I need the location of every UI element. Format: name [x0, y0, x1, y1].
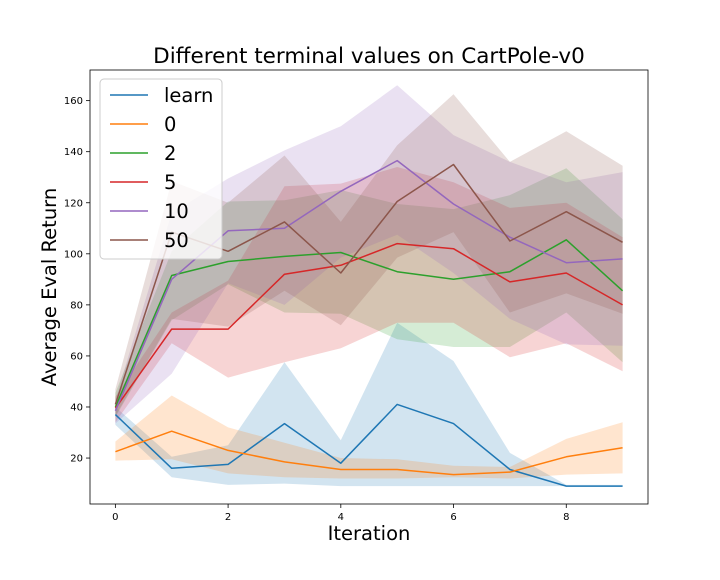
legend-label-0: 0 [164, 113, 176, 136]
legend-label-5: 5 [164, 171, 176, 194]
legend-label-learn: learn [164, 84, 213, 107]
series-line-5 [114, 242, 623, 409]
legend-label-2: 2 [164, 142, 176, 165]
y-axis-ticks: 20 40 60 80 100 120 140 160 [64, 96, 90, 465]
legend-label-10: 10 [164, 200, 189, 223]
band-10 [115, 85, 623, 424]
series-line-0 [115, 430, 623, 476]
y-tick-label: 120 [64, 198, 83, 209]
x-tick-label: 8 [563, 512, 569, 523]
y-tick-label: 160 [64, 96, 83, 107]
band-learn [115, 322, 623, 487]
y-tick-label: 40 [70, 402, 83, 413]
y-axis-label: Average Eval Return [38, 188, 61, 386]
x-tick-label: 6 [450, 512, 456, 523]
band-0 [115, 395, 623, 479]
x-tick-label: 4 [338, 512, 344, 523]
y-tick-label: 20 [70, 454, 83, 465]
plot-frame [89, 69, 649, 505]
y-tick-label: 140 [64, 147, 83, 158]
band-5 [115, 167, 623, 423]
y-tick-label: 100 [64, 249, 83, 260]
x-tick-label: 0 [112, 512, 118, 523]
legend: learn 0 2 5 10 50 [99, 78, 223, 260]
y-tick-label: 80 [70, 300, 83, 311]
legend-label-50: 50 [164, 229, 189, 252]
chart-title: Different terminal values on CartPole-v0 [153, 44, 585, 69]
series-line-learn [114, 403, 623, 487]
x-tick-label: 2 [225, 512, 231, 523]
series-line-2 [114, 239, 624, 408]
x-axis-label: Iteration [328, 522, 411, 545]
y-tick-label: 60 [70, 351, 83, 362]
x-axis-ticks: 0 2 4 6 8 [112, 504, 569, 523]
